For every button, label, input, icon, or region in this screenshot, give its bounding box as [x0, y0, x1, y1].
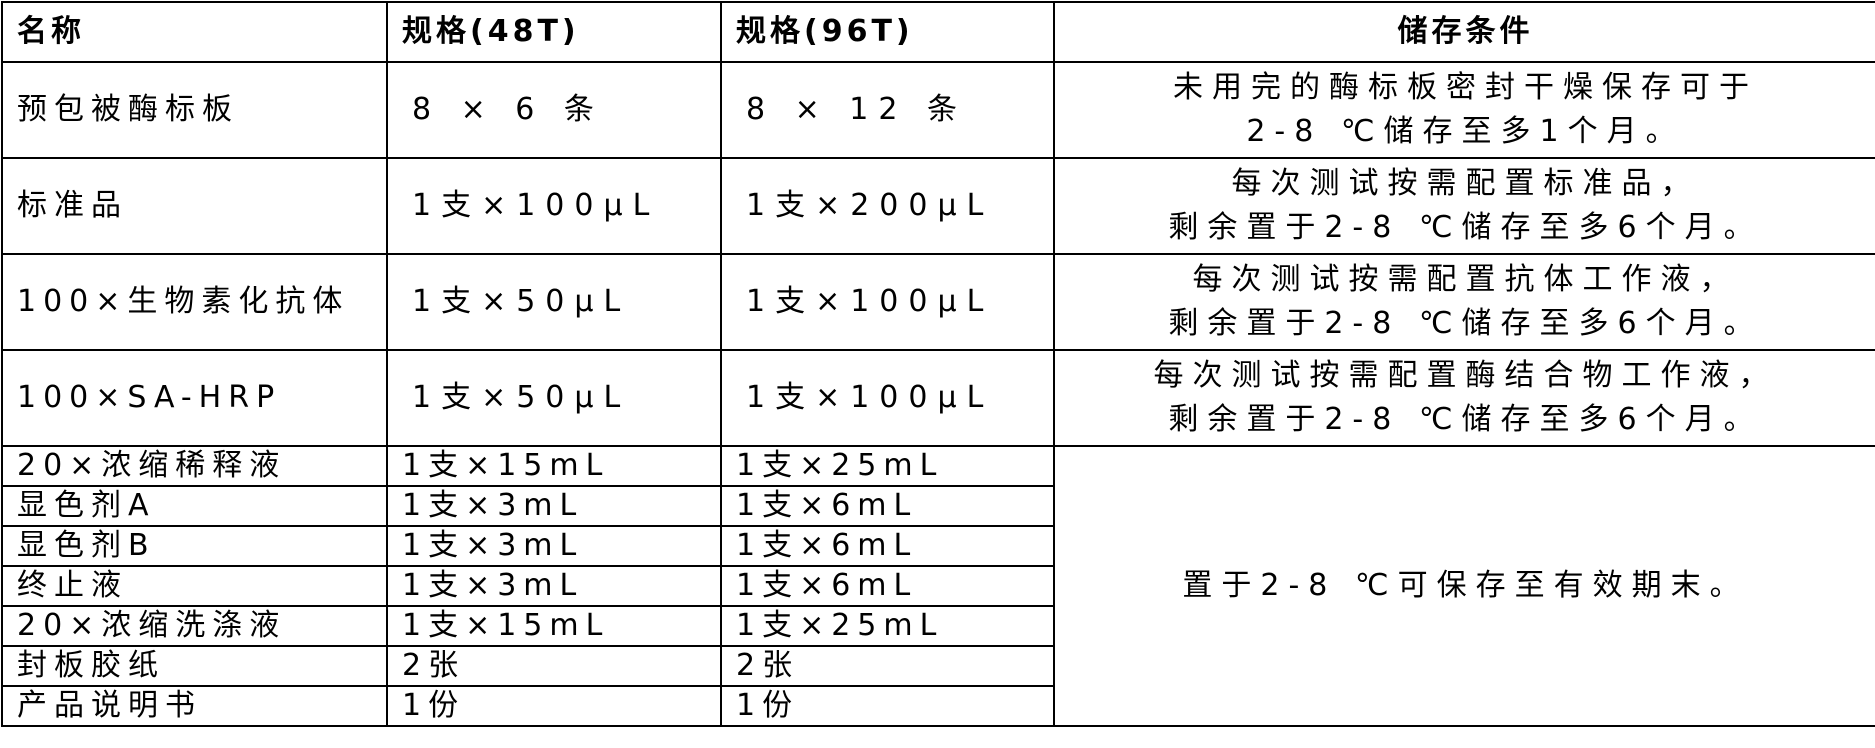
spec-48t: 1份: [386, 685, 722, 727]
storage-condition: 每次测试按需配置抗体工作液， 剩余置于2-8 ℃储存至多6个月。: [1053, 253, 1875, 351]
component-name: 显色剂B: [1, 525, 388, 567]
spec-48t: 1支×50μL: [386, 349, 722, 447]
storage-line: 剩余置于2-8 ℃储存至多6个月。: [1168, 210, 1763, 245]
component-name: 产品说明书: [1, 685, 388, 727]
component-name: 20×浓缩洗涤液: [1, 605, 388, 647]
header-row: 名称 规格(48T) 规格(96T) 储存条件: [1, 1, 1875, 63]
header-spec-96t: 规格(96T): [720, 1, 1055, 63]
storage-line: 2-8 ℃储存至多1个月。: [1246, 114, 1685, 149]
spec-96t: 1支×100μL: [720, 253, 1055, 351]
spec-96t: 1支×200μL: [720, 157, 1055, 255]
storage-condition: 置于2-8 ℃可保存至有效期末。: [1053, 445, 1875, 727]
table-row: 显色剂A 1支×3mL 1支×6mL: [1, 485, 1875, 527]
table-row: 显色剂B 1支×3mL 1支×6mL: [1, 525, 1875, 567]
table-row: 100×生物素化抗体 1支×50μL 1支×100μL 每次测试按需配置抗体工作液， 剩…: [1, 253, 1875, 351]
spec-48t: 8 × 6 条: [386, 61, 722, 159]
spec-48t: 1支×3mL: [386, 565, 722, 607]
spec-96t: 2张: [720, 645, 1055, 687]
spec-96t: 1支×25mL: [720, 605, 1055, 647]
storage-line: 未用完的酶标板密封干燥保存可于: [1173, 70, 1758, 105]
table-row: 100×SA-HRP 1支×50μL 1支×100μL 每次测试按需配置酶结合物工作液…: [1, 349, 1875, 447]
spec-48t: 1支×3mL: [386, 485, 722, 527]
component-name: 终止液: [1, 565, 388, 607]
component-name: 100×SA-HRP: [1, 349, 388, 447]
spec-96t: 1支×6mL: [720, 525, 1055, 567]
component-name: 封板胶纸: [1, 645, 388, 687]
storage-line: 剩余置于2-8 ℃储存至多6个月。: [1168, 402, 1763, 437]
component-name: 预包被酶标板: [1, 61, 388, 159]
storage-line: 每次测试按需配置抗体工作液，: [1192, 262, 1739, 297]
spec-48t: 1支×15mL: [386, 605, 722, 647]
spec-96t: 1支×6mL: [720, 565, 1055, 607]
storage-condition: 每次测试按需配置标准品， 剩余置于2-8 ℃储存至多6个月。: [1053, 157, 1875, 255]
header-name: 名称: [1, 1, 388, 63]
header-spec-48t: 规格(48T): [386, 1, 722, 63]
spec-96t: 1份: [720, 685, 1055, 727]
spec-48t: 1支×3mL: [386, 525, 722, 567]
spec-48t: 2张: [386, 645, 722, 687]
storage-line: 每次测试按需配置标准品，: [1231, 166, 1700, 201]
spec-48t: 1支×50μL: [386, 253, 722, 351]
component-name: 显色剂A: [1, 485, 388, 527]
table-row: 产品说明书 1份 1份: [1, 685, 1875, 727]
storage-line: 每次测试按需配置酶结合物工作液，: [1153, 358, 1778, 393]
table-row: 终止液 1支×3mL 1支×6mL: [1, 565, 1875, 607]
table-row: 标准品 1支×100μL 1支×200μL 每次测试按需配置标准品， 剩余置于2-8 ℃…: [1, 157, 1875, 255]
storage-condition: 每次测试按需配置酶结合物工作液， 剩余置于2-8 ℃储存至多6个月。: [1053, 349, 1875, 447]
spec-48t: 1支×15mL: [386, 445, 722, 487]
component-name: 标准品: [1, 157, 388, 255]
storage-line: 剩余置于2-8 ℃储存至多6个月。: [1168, 306, 1763, 341]
spec-96t: 8 × 12 条: [720, 61, 1055, 159]
header-storage: 储存条件: [1053, 1, 1875, 63]
component-name: 20×浓缩稀释液: [1, 445, 388, 487]
table-row: 20×浓缩洗涤液 1支×15mL 1支×25mL: [1, 605, 1875, 647]
spec-48t: 1支×100μL: [386, 157, 722, 255]
storage-condition: 未用完的酶标板密封干燥保存可于 2-8 ℃储存至多1个月。: [1053, 61, 1875, 159]
table-row: 20×浓缩稀释液 1支×15mL 1支×25mL 置于2-8 ℃可保存至有效期末。: [1, 445, 1875, 727]
spec-96t: 1支×6mL: [720, 485, 1055, 527]
component-name: 100×生物素化抗体: [1, 253, 388, 351]
table-row: 封板胶纸 2张 2张: [1, 645, 1875, 687]
spec-96t: 1支×100μL: [720, 349, 1055, 447]
spec-96t: 1支×25mL: [720, 445, 1055, 487]
